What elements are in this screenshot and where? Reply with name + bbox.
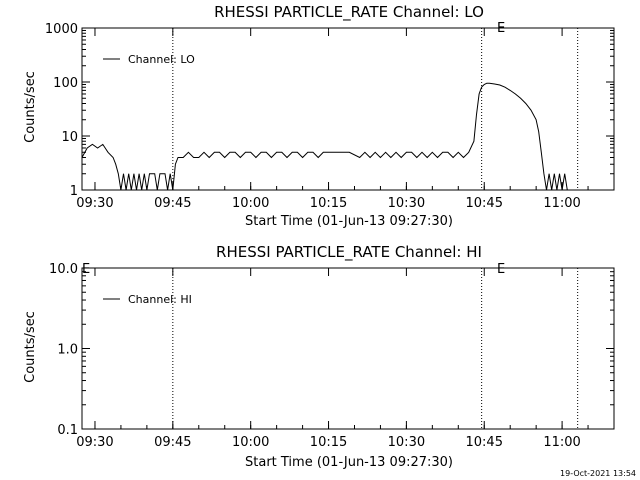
x-tick-label-hi: 10:15 [310,435,347,450]
y-axis-label-hi: Counts/sec [23,311,38,383]
y-tick-label-lo: 1 [70,184,78,199]
y-tick-label-lo: 100 [53,76,78,91]
plot-frame-lo [81,27,615,191]
x-tick-label-lo: 09:45 [154,196,191,211]
y-axis-label-lo: Counts/sec [23,71,38,143]
x-tick-label-lo: 11:00 [543,196,580,211]
y-tick-label-hi: 1.0 [57,343,78,358]
y-tick-label-lo: 1000 [45,22,78,37]
y-tick-label-hi: 0.1 [57,423,78,438]
x-tick-label-hi: 09:30 [76,435,113,450]
x-tick-label-lo: 10:45 [466,196,503,211]
y-tick-label-hi: 10.0 [49,262,78,277]
x-axis-label-hi: Start Time (01-Jun-13 09:27:30) [245,455,453,470]
event-marker-hi-e-right: E [497,262,505,277]
x-tick-label-hi: 11:00 [543,435,580,450]
x-tick-label-lo: 10:00 [232,196,269,211]
x-tick-label-lo: 10:30 [388,196,425,211]
chart-title-lo: RHESSI PARTICLE_RATE Channel: LO [214,3,484,22]
x-tick-label-hi: 10:00 [232,435,269,450]
plot-timestamp: 19-Oct-2021 13:54 [560,469,636,478]
x-tick-label-hi: 10:45 [466,435,503,450]
y-tick-label-lo: 10 [61,130,78,145]
x-axis-label-lo: Start Time (01-Jun-13 09:27:30) [245,214,453,229]
series-line-lo [81,82,568,191]
x-tick-label-hi: 09:45 [154,435,191,450]
legend-label-hi: Channel: HI [128,293,192,306]
event-marker-hi-e-left: E [82,262,90,277]
x-tick-label-lo: 09:30 [76,196,113,211]
x-tick-label-lo: 10:15 [310,196,347,211]
chart-title-hi: RHESSI PARTICLE_RATE Channel: HI [216,243,482,262]
x-tick-label-hi: 10:30 [388,435,425,450]
legend-label-lo: Channel: LO [128,53,195,66]
